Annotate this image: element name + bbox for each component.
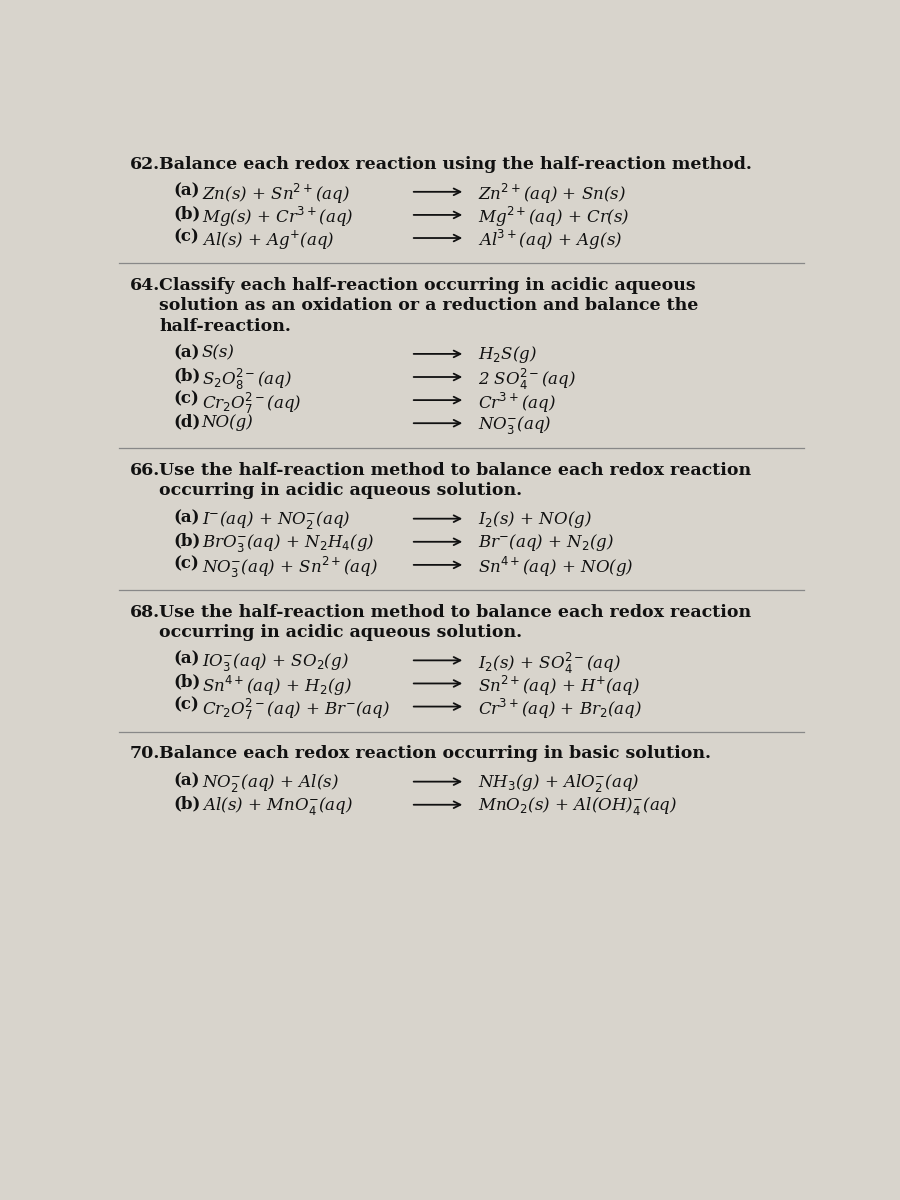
Text: Cr$^{3+}$(aq): Cr$^{3+}$(aq): [478, 390, 556, 414]
Text: (b): (b): [173, 205, 201, 222]
Text: (a): (a): [173, 772, 200, 788]
Text: I$_2$(s) + SO$_4^{2-}$(aq): I$_2$(s) + SO$_4^{2-}$(aq): [478, 650, 621, 676]
Text: Sn$^{4+}$(aq) + NO(g): Sn$^{4+}$(aq) + NO(g): [478, 556, 634, 580]
Text: (c): (c): [173, 556, 199, 572]
Text: BrO$_3^{-}$(aq) + N$_2$H$_4$(g): BrO$_3^{-}$(aq) + N$_2$H$_4$(g): [202, 532, 374, 554]
Text: Balance each redox reaction occurring in basic solution.: Balance each redox reaction occurring in…: [159, 745, 711, 762]
Text: NH$_3$(g) + AlO$_2^{-}$(aq): NH$_3$(g) + AlO$_2^{-}$(aq): [478, 772, 640, 794]
Text: MnO$_2$(s) + Al(OH)$_4^{-}$(aq): MnO$_2$(s) + Al(OH)$_4^{-}$(aq): [478, 796, 678, 817]
Text: Mg(s) + Cr$^{3+}$(aq): Mg(s) + Cr$^{3+}$(aq): [202, 205, 354, 229]
Text: IO$_3^{-}$(aq) + SO$_2$(g): IO$_3^{-}$(aq) + SO$_2$(g): [202, 650, 348, 673]
Text: Sn$^{2+}$(aq) + H$^{+}$(aq): Sn$^{2+}$(aq) + H$^{+}$(aq): [478, 673, 641, 698]
Text: Al(s) + MnO$_4^{-}$(aq): Al(s) + MnO$_4^{-}$(aq): [202, 796, 353, 817]
Text: occurring in acidic aqueous solution.: occurring in acidic aqueous solution.: [159, 624, 522, 641]
Text: (b): (b): [173, 532, 201, 550]
Text: I$^{-}$(aq) + NO$_2^{-}$(aq): I$^{-}$(aq) + NO$_2^{-}$(aq): [202, 509, 350, 530]
Text: Al(s) + Ag$^{+}$(aq): Al(s) + Ag$^{+}$(aq): [202, 228, 334, 252]
Text: 64.: 64.: [130, 277, 160, 294]
Text: Al$^{3+}$(aq) + Ag(s): Al$^{3+}$(aq) + Ag(s): [478, 228, 623, 252]
Text: Zn$^{2+}$(aq) + Sn(s): Zn$^{2+}$(aq) + Sn(s): [478, 182, 626, 206]
Text: NO$_2^{-}$(aq) + Al(s): NO$_2^{-}$(aq) + Al(s): [202, 772, 338, 794]
Text: (b): (b): [173, 367, 201, 384]
Text: occurring in acidic aqueous solution.: occurring in acidic aqueous solution.: [159, 482, 522, 499]
Text: Zn(s) + Sn$^{2+}$(aq): Zn(s) + Sn$^{2+}$(aq): [202, 182, 349, 206]
Text: H$_2$S(g): H$_2$S(g): [478, 344, 537, 365]
Text: solution as an oxidation or a reduction and balance the: solution as an oxidation or a reduction …: [159, 298, 698, 314]
Text: (a): (a): [173, 182, 200, 199]
Text: (c): (c): [173, 697, 199, 714]
Text: (b): (b): [173, 796, 201, 812]
Text: S$_2$O$_8^{2-}$(aq): S$_2$O$_8^{2-}$(aq): [202, 367, 292, 392]
Text: (c): (c): [173, 390, 199, 408]
Text: 2 SO$_4^{2-}$(aq): 2 SO$_4^{2-}$(aq): [478, 367, 576, 392]
Text: S(s): S(s): [202, 344, 235, 361]
Text: Cr$_2$O$_7^{2-}$(aq) + Br$^{-}$(aq): Cr$_2$O$_7^{2-}$(aq) + Br$^{-}$(aq): [202, 697, 390, 722]
Text: (c): (c): [173, 228, 199, 245]
Text: 66.: 66.: [130, 462, 160, 479]
Text: 70.: 70.: [130, 745, 160, 762]
Text: 62.: 62.: [130, 156, 159, 173]
Text: Cr$^{3+}$(aq) + Br$_2$(aq): Cr$^{3+}$(aq) + Br$_2$(aq): [478, 697, 643, 721]
Text: Cr$_2$O$_7^{2-}$(aq): Cr$_2$O$_7^{2-}$(aq): [202, 390, 302, 415]
Text: NO$_3^{-}$(aq) + Sn$^{2+}$(aq): NO$_3^{-}$(aq) + Sn$^{2+}$(aq): [202, 556, 378, 581]
Text: (a): (a): [173, 509, 200, 526]
Text: NO$_3^{-}$(aq): NO$_3^{-}$(aq): [478, 414, 552, 436]
Text: Mg$^{2+}$(aq) + Cr(s): Mg$^{2+}$(aq) + Cr(s): [478, 205, 630, 229]
Text: Sn$^{4+}$(aq) + H$_2$(g): Sn$^{4+}$(aq) + H$_2$(g): [202, 673, 352, 698]
Text: Use the half-reaction method to balance each redox reaction: Use the half-reaction method to balance …: [159, 604, 751, 620]
Text: Br$^{-}$(aq) + N$_2$(g): Br$^{-}$(aq) + N$_2$(g): [478, 532, 615, 553]
Text: NO(g): NO(g): [202, 414, 254, 431]
Text: (a): (a): [173, 344, 200, 361]
Text: Use the half-reaction method to balance each redox reaction: Use the half-reaction method to balance …: [159, 462, 751, 479]
Text: 68.: 68.: [130, 604, 159, 620]
Text: I$_2$(s) + NO(g): I$_2$(s) + NO(g): [478, 509, 592, 530]
Text: Classify each half-reaction occurring in acidic aqueous: Classify each half-reaction occurring in…: [159, 277, 696, 294]
Text: (b): (b): [173, 673, 201, 691]
Text: (d): (d): [173, 414, 201, 431]
Text: (a): (a): [173, 650, 200, 667]
Text: half-reaction.: half-reaction.: [159, 318, 291, 335]
Text: Balance each redox reaction using the half-reaction method.: Balance each redox reaction using the ha…: [159, 156, 751, 173]
